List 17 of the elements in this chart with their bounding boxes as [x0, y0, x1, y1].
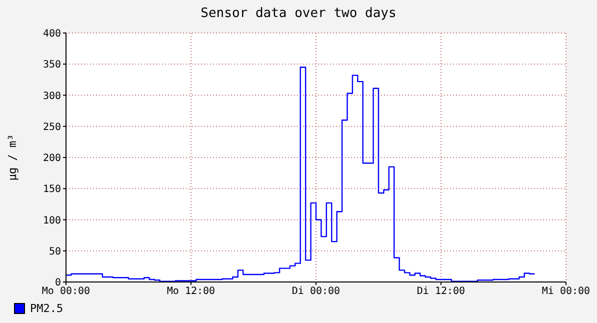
- y-tick-label: 350: [42, 60, 61, 71]
- chart-title: Sensor data over two days: [200, 6, 398, 21]
- y-tick-label: 0: [54, 278, 61, 289]
- x-tick-label: Mo 00:00: [42, 286, 90, 298]
- x-tick-label: Di 00:00: [292, 286, 340, 298]
- y-tick-label: 400: [42, 28, 61, 40]
- x-tick-label: Di 12:00: [416, 286, 466, 298]
- y-tick-label: 300: [42, 90, 61, 102]
- y-tick-label: 50: [48, 246, 61, 258]
- y-tick-label: 100: [42, 215, 61, 226]
- x-tick-label: Mi 00:00: [542, 286, 590, 298]
- y-axis-title: µg / m³: [6, 134, 19, 181]
- y-tick-label: 250: [42, 122, 61, 133]
- x-tick-label: Mo 12:00: [166, 286, 216, 298]
- y-tick-label: 150: [42, 184, 61, 196]
- y-tick-label: 200: [42, 153, 61, 164]
- legend-label: PM2.5: [30, 302, 64, 315]
